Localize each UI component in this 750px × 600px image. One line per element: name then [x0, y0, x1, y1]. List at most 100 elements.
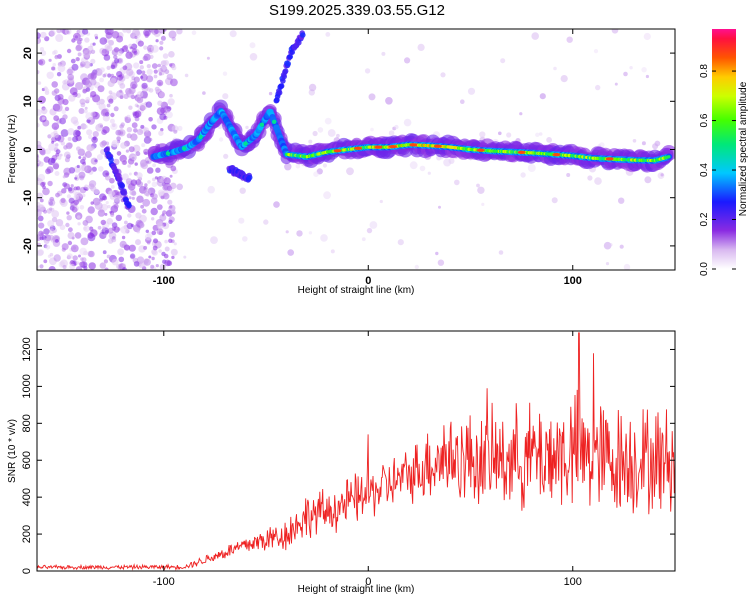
spectrogram-noise-blob [162, 53, 169, 59]
spectrogram-secondary-trace [276, 89, 283, 96]
spectrogram-noise-blob [44, 88, 50, 93]
spectrogram-noise-blob [136, 128, 144, 136]
spectrogram-noise-blob [64, 106, 70, 112]
spectrogram-noise-blob [71, 63, 79, 71]
spectrogram-noise-blob [125, 149, 129, 153]
spectrogram-noise-blob [324, 117, 332, 125]
spectrogram-noise-blob [75, 82, 84, 90]
spectrogram-noise-blob [527, 164, 536, 172]
spectrogram-noise-blob [477, 186, 485, 194]
spectrogram-noise-blob [645, 74, 650, 79]
spectrogram-noise-blob [148, 137, 153, 142]
spectrogram-noise-blob [55, 192, 60, 198]
spectrogram-noise-blob [47, 220, 55, 228]
spectrogram-noise-blob [202, 91, 206, 95]
spectrogram-noise-blob [113, 195, 122, 203]
spectrogram-noise-blob [108, 39, 114, 46]
spectrogram-noise-blob [84, 106, 88, 110]
spectrogram-noise-blob [427, 171, 431, 175]
spectrogram-noise-blob [124, 116, 129, 120]
spectrogram-noise-blob [136, 172, 143, 179]
spectrogram-noise-blob [82, 50, 91, 58]
spectrogram-noise-blob [623, 263, 631, 270]
spectrogram-noise-blob [111, 139, 120, 148]
spectrogram-noise-blob [41, 107, 48, 115]
spectrogram-noise-blob [54, 55, 59, 60]
spectrogram-noise-blob [85, 96, 90, 102]
spectrogram-noise-blob [37, 81, 42, 85]
spectrogram-noise-blob [166, 73, 173, 81]
spectrogram-noise-blob [102, 250, 107, 255]
spectrogram-noise-blob [45, 244, 51, 250]
spectrogram-noise-blob [284, 163, 292, 171]
spectrogram-noise-blob [151, 124, 157, 130]
spectrogram-noise-blob [133, 76, 140, 83]
spectrogram-noise-blob [90, 146, 95, 151]
spectrogram-noise-blob [73, 186, 78, 191]
spectrogram-noise-blob [394, 124, 399, 130]
spectrogram-noise-blob [74, 174, 79, 178]
spectrogram-noise-blob [109, 190, 115, 197]
spectrogram-noise-blob [155, 264, 159, 268]
spectrogram-noise-blob [37, 109, 42, 116]
spectrogram-noise-blob [120, 226, 129, 234]
spectrogram-noise-blob [143, 245, 148, 250]
spectrogram-hotspot [374, 145, 383, 149]
spectrogram-noise-blob [126, 29, 132, 34]
spectrogram-noise-blob [63, 167, 72, 176]
spectrogram-noise-blob [67, 128, 75, 135]
spectrogram-noise-blob [90, 58, 96, 64]
colorbar-tick-label: 0.2 [699, 212, 710, 226]
colorbar-tick-label: 0.4 [699, 163, 710, 177]
spectrogram-noise-blob [40, 182, 45, 187]
spectrogram-noise-blob [133, 128, 138, 133]
spectrogram-noise-blob [97, 85, 105, 93]
spectrogram-ytick-label: 10 [22, 95, 34, 107]
spectrogram-noise-blob [61, 188, 67, 194]
spectrogram-noise-blob [151, 181, 158, 188]
snr-xtick-label: -100 [153, 576, 175, 588]
spectrogram-secondary-trace [121, 190, 128, 196]
spectrogram-noise-blob [623, 71, 628, 77]
spectrogram-noise-blob [155, 167, 161, 173]
spectrogram-noise-blob [88, 262, 96, 270]
spectrogram-noise-blob [66, 68, 74, 76]
spectrogram-noise-blob [161, 251, 166, 257]
spectrogram-noise-blob [75, 266, 83, 270]
spectrogram-noise-blob [111, 258, 119, 266]
spectrogram-noise-blob [105, 175, 111, 181]
spectrogram-noise-blob [369, 221, 378, 229]
spectrogram-noise-blob [55, 219, 64, 227]
spectrogram-noise-blob [135, 239, 141, 246]
spectrogram-noise-blob [123, 44, 129, 50]
spectrogram-noise-blob [52, 63, 56, 67]
spectrogram-noise-blob [168, 231, 176, 238]
spectrogram-noise-blob [63, 183, 70, 190]
spectrogram-noise-blob [323, 191, 331, 200]
spectrogram-noise-blob [53, 132, 59, 139]
spectrogram-noise-blob [90, 201, 94, 205]
spectrogram-noise-blob [79, 247, 87, 256]
spectrogram-noise-blob [65, 222, 70, 228]
spectrogram-noise-blob [560, 75, 568, 83]
spectrogram-noise-blob [273, 201, 280, 208]
spectrogram-noise-blob [75, 261, 80, 265]
spectrogram-noise-blob [114, 58, 120, 64]
spectrogram-noise-blob [67, 240, 73, 246]
spectrogram-noise-blob [594, 177, 602, 185]
spectrogram-noise-blob [96, 101, 100, 106]
spectrogram-xtick-label: 100 [564, 275, 582, 287]
spectrogram-noise-blob [605, 262, 610, 266]
spectrogram-noise-blob [76, 146, 81, 152]
spectrogram-noise-blob [603, 241, 612, 250]
spectrogram-secondary-trace [287, 53, 294, 60]
spectrogram-noise-blob [346, 167, 354, 176]
spectrogram-noise-blob [39, 264, 44, 269]
spectrogram-noise-blob [64, 157, 70, 163]
spectrogram-noise-blob [107, 73, 112, 78]
spectrogram-noise-blob [173, 242, 177, 246]
spectrogram-noise-blob [51, 81, 58, 88]
spectrogram-noise-blob [223, 153, 229, 159]
spectrogram-noise-blob [82, 161, 86, 166]
